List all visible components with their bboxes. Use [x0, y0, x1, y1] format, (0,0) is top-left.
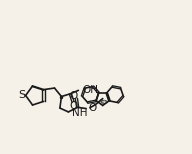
Text: OH: OH	[83, 85, 99, 95]
Text: O: O	[88, 103, 96, 113]
Text: O: O	[69, 101, 77, 111]
Text: NH: NH	[72, 108, 87, 118]
Text: Abs: Abs	[99, 99, 108, 104]
Text: S: S	[19, 91, 26, 100]
Text: O: O	[70, 91, 78, 101]
